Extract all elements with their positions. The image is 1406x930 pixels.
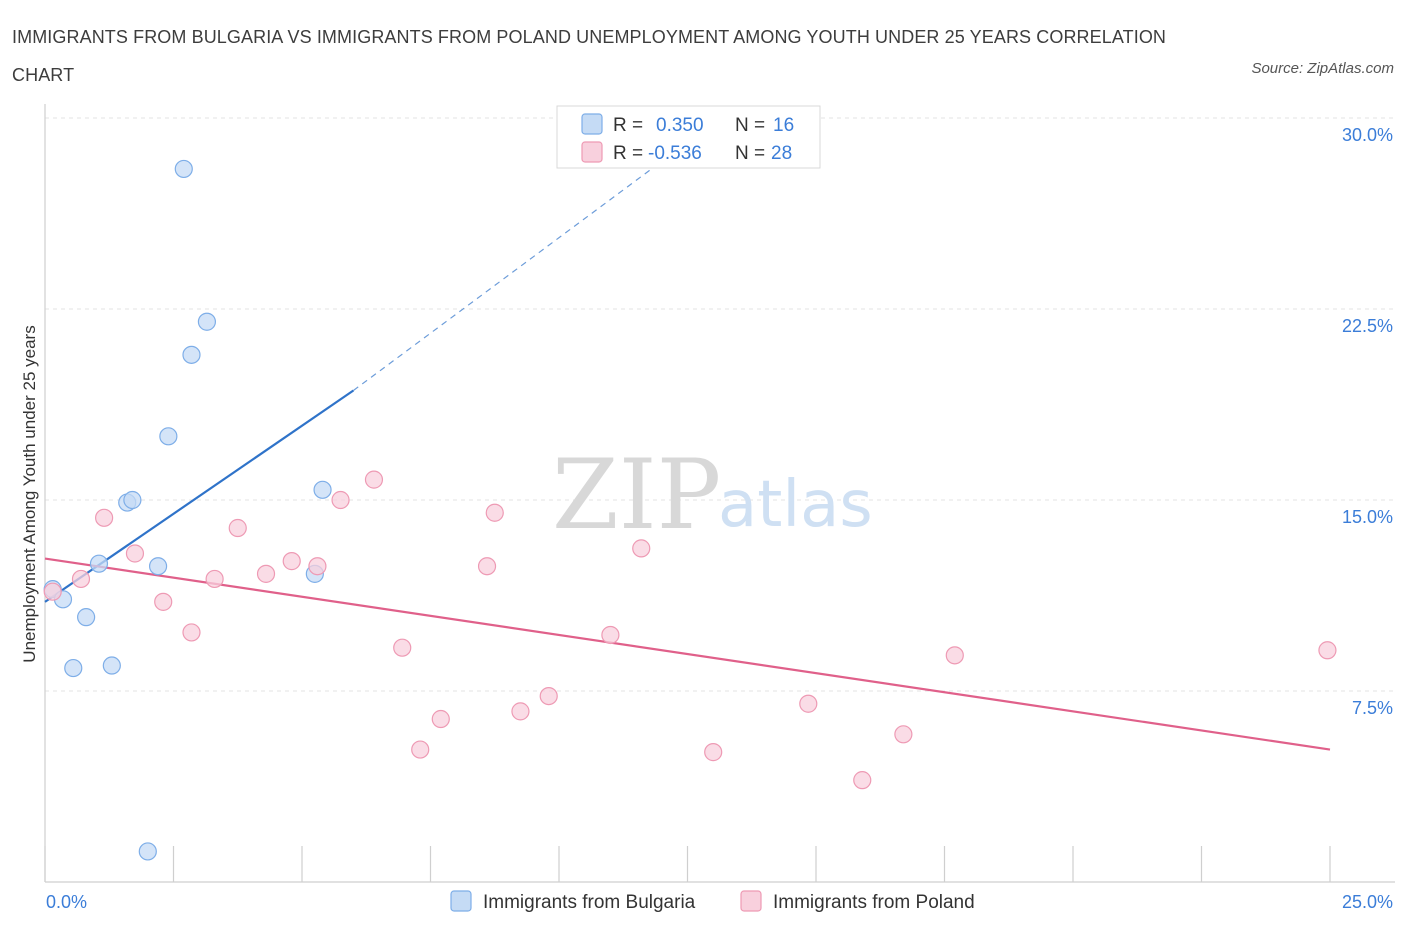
stats-swatch-poland xyxy=(581,141,603,163)
legend-label-poland: Immigrants from Poland xyxy=(773,892,975,913)
point-bulgaria-12 xyxy=(182,345,201,364)
point-bulgaria-8 xyxy=(138,842,157,861)
stats-n-value-bulgaria: 16 xyxy=(773,115,794,136)
stats-n-label-poland: N = xyxy=(735,143,765,164)
y-tick-label-1: 15.0% xyxy=(1342,507,1393,527)
point-poland-8 xyxy=(256,564,276,583)
x-tick-label-1: 25.0% xyxy=(1342,892,1393,912)
point-poland-11 xyxy=(331,490,350,510)
point-poland-3 xyxy=(125,544,145,563)
point-poland-12 xyxy=(364,470,384,489)
stats-r-value-poland: -0.536 xyxy=(648,143,702,164)
point-poland-23 xyxy=(799,694,818,713)
point-bulgaria-9 xyxy=(148,557,168,576)
y-tick-label-3: 30.0% xyxy=(1342,125,1393,145)
legend-label-bulgaria: Immigrants from Bulgaria xyxy=(483,892,696,913)
y-tick-label-0: 7.5% xyxy=(1352,698,1393,718)
point-poland-0 xyxy=(43,582,62,601)
stats-swatch-bulgaria xyxy=(581,113,603,135)
watermark-atlas: atlas xyxy=(718,468,873,542)
grid-lines xyxy=(45,117,1395,692)
point-poland-20 xyxy=(601,625,620,645)
point-bulgaria-2 xyxy=(64,658,83,678)
point-bulgaria-13 xyxy=(197,312,217,331)
series-legend: Immigrants from Bulgaria Immigrants from… xyxy=(450,890,975,913)
stats-r-label-poland: R = xyxy=(613,143,643,164)
point-poland-7 xyxy=(228,518,247,538)
tick-labels: 7.5% 15.0% 22.5% 30.0% 0.0% 25.0% xyxy=(46,125,1393,912)
chart-title: IMMIGRANTS FROM BULGARIA VS IMMIGRANTS F… xyxy=(12,27,1167,85)
point-poland-26 xyxy=(945,646,964,665)
trend-line-1 xyxy=(44,557,1331,751)
y-tick-label-2: 22.5% xyxy=(1342,316,1393,336)
point-bulgaria-7 xyxy=(123,490,142,510)
point-poland-1 xyxy=(71,569,91,589)
stats-r-value-bulgaria: 0.350 xyxy=(656,115,704,136)
stats-n-value-poland: 28 xyxy=(771,143,792,164)
axes xyxy=(44,104,1395,883)
point-poland-4 xyxy=(154,592,173,611)
point-poland-21 xyxy=(632,539,651,558)
stats-r-label-bulgaria: R = xyxy=(613,115,643,136)
point-bulgaria-15 xyxy=(313,480,332,499)
point-bulgaria-11 xyxy=(174,159,193,179)
point-poland-22 xyxy=(704,743,723,762)
trend-line-extension-0 xyxy=(353,122,714,391)
point-bulgaria-3 xyxy=(77,608,96,627)
point-poland-14 xyxy=(411,740,430,759)
point-bulgaria-5 xyxy=(102,656,121,675)
point-poland-24 xyxy=(853,771,872,790)
point-poland-5 xyxy=(182,623,201,642)
y-axis-title: Unemployment Among Youth under 25 years xyxy=(20,325,39,662)
point-poland-18 xyxy=(511,702,530,721)
point-poland-27 xyxy=(1318,641,1337,660)
point-poland-13 xyxy=(393,638,412,657)
point-poland-2 xyxy=(95,508,114,527)
point-poland-9 xyxy=(282,552,301,571)
point-poland-16 xyxy=(477,557,497,576)
point-poland-15 xyxy=(431,709,450,729)
point-poland-19 xyxy=(539,686,558,706)
trend-lines xyxy=(44,122,1331,751)
chart-source: Source: ZipAtlas.com xyxy=(1251,60,1394,77)
data-points xyxy=(43,159,1337,861)
legend-swatch-bulgaria xyxy=(450,890,472,912)
x-tick-label-0: 0.0% xyxy=(46,892,87,912)
point-bulgaria-10 xyxy=(159,427,178,446)
point-poland-6 xyxy=(205,569,224,589)
watermark-zip: ZIP xyxy=(552,439,721,551)
point-poland-25 xyxy=(894,725,913,744)
point-bulgaria-4 xyxy=(89,554,109,573)
watermark: ZIP atlas xyxy=(552,439,873,551)
legend-swatch-poland xyxy=(740,890,762,912)
point-poland-17 xyxy=(485,503,504,522)
point-poland-10 xyxy=(308,557,327,576)
stats-n-label-bulgaria: N = xyxy=(735,115,765,136)
stats-legend: R = 0.350 N = 16 R = -0.536 N = 28 xyxy=(556,105,821,169)
